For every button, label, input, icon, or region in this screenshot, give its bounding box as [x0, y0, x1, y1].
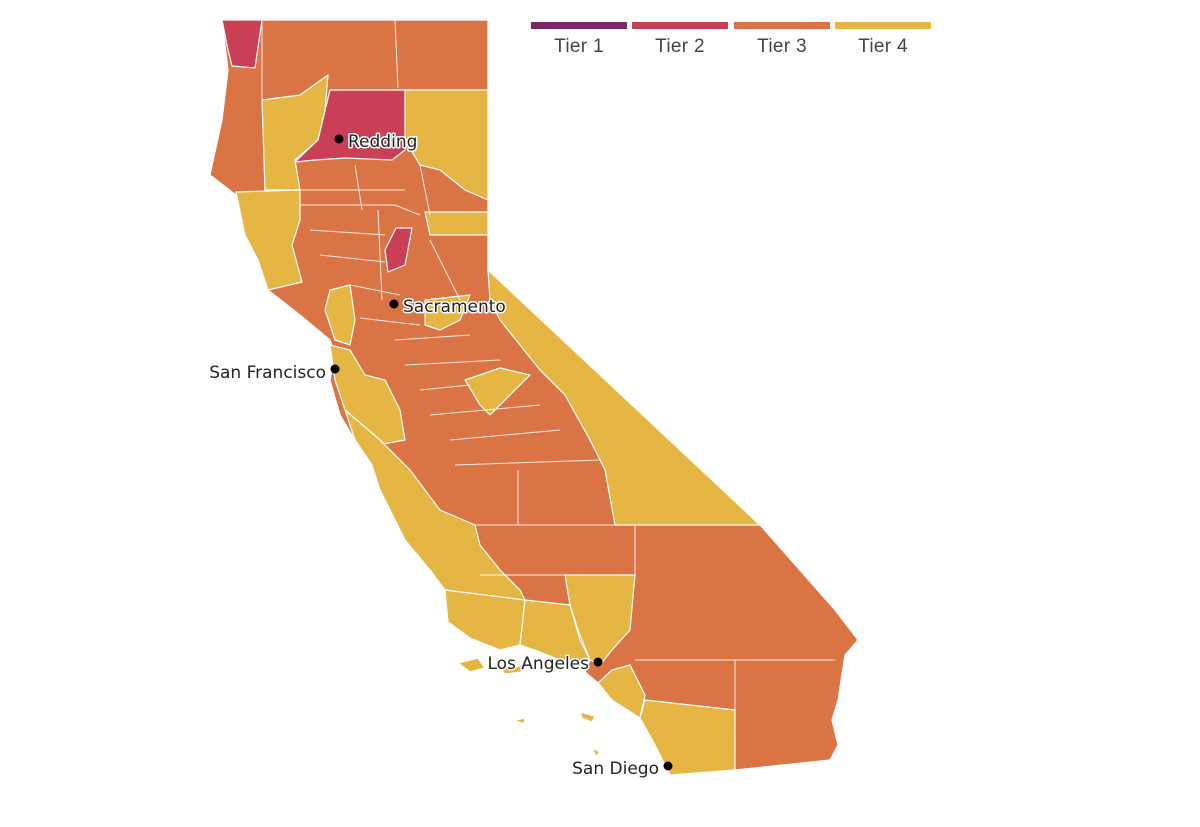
county-mendocino [235, 189, 303, 291]
county-yuba [384, 227, 413, 273]
city-label-los-angeles: Los Angeles [487, 654, 589, 674]
county-ventura [444, 589, 526, 651]
legend-swatch [835, 22, 931, 29]
city-san-francisco: San Francisco [208, 362, 340, 385]
legend-label: Tier 2 [655, 36, 705, 57]
county-mariposa [464, 367, 531, 416]
legend-label: Tier 4 [858, 36, 908, 57]
county-orange [597, 664, 646, 719]
city-marker [330, 364, 340, 374]
city-marker [389, 299, 399, 309]
city-label-san-diego: San Diego [572, 759, 659, 779]
city-sacramento: Sacramento [389, 296, 507, 319]
legend-label: Tier 1 [554, 36, 604, 57]
legend-item-tier-2: Tier 2 [632, 22, 728, 62]
city-redding: Redding [334, 131, 419, 154]
county-amador [424, 294, 471, 331]
legend-item-tier-1: Tier 1 [531, 22, 627, 62]
city-san-diego: San Diego [571, 758, 673, 781]
county-shasta [294, 89, 406, 163]
city-marker [334, 134, 344, 144]
legend-swatch [734, 22, 830, 29]
county-sierra [424, 211, 489, 236]
city-label-sacramento: Sacramento [403, 297, 506, 317]
legend-swatch [531, 22, 627, 29]
city-los-angeles: Los Angeles [486, 653, 603, 676]
city-marker [663, 761, 673, 771]
county-bay-area [329, 344, 406, 446]
city-label-san-francisco: San Francisco [209, 363, 326, 383]
county-eastern-sierra [487, 269, 761, 526]
legend-item-tier-3: Tier 3 [734, 22, 830, 62]
county-boundaries [261, 19, 835, 770]
tier-2-counties [221, 19, 413, 273]
city-label-redding: Redding [348, 132, 417, 152]
legend-swatch [632, 22, 728, 29]
tier-4-counties [235, 74, 761, 776]
city-marker [593, 657, 603, 667]
county-del-norte [221, 19, 263, 69]
legend-label: Tier 3 [757, 36, 807, 57]
county-northeast [404, 89, 489, 201]
channel-islands [457, 657, 601, 757]
legend-item-tier-4: Tier 4 [835, 22, 931, 62]
